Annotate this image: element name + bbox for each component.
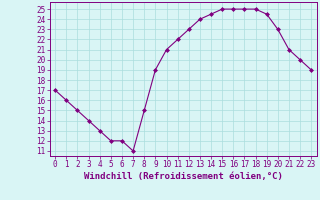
X-axis label: Windchill (Refroidissement éolien,°C): Windchill (Refroidissement éolien,°C) <box>84 172 283 181</box>
